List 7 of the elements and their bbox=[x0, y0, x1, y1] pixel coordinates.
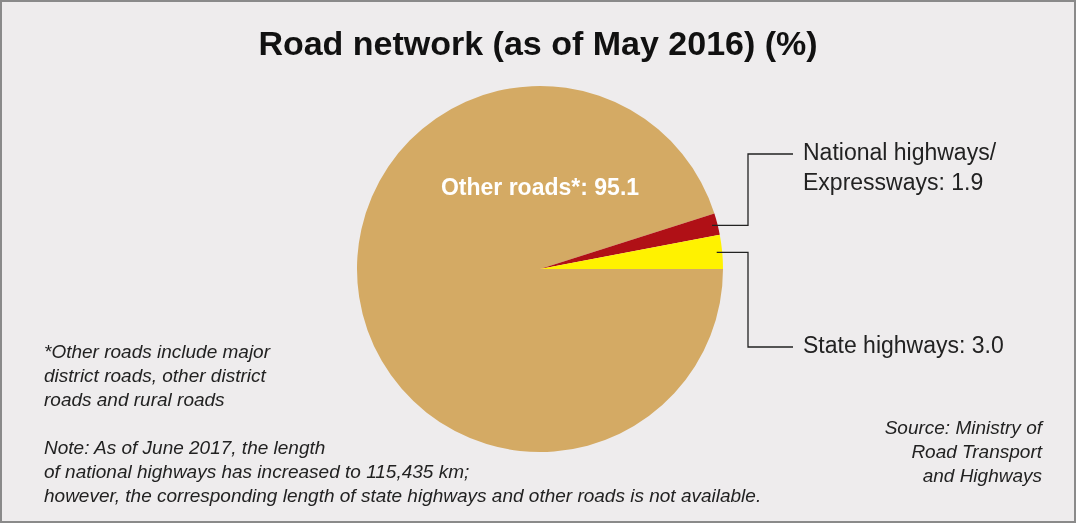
slice-label: National highways/ Expressways: 1.9 bbox=[803, 139, 997, 196]
text: *Other roads include major district roads, other district roads and rural roads bbox=[44, 340, 270, 412]
slice-label: Other roads*: 95.1 bbox=[440, 173, 640, 200]
text: Note: As of June 2017, the length of national highways has increased to 115,435 km; however, the corresponding length of state highways and other roads is not available. bbox=[44, 436, 762, 508]
source-note: Source: Ministry of Road Transport and Highways bbox=[884, 416, 1042, 488]
slice-label: State highways: 3.0 bbox=[803, 332, 1004, 359]
chart-title: Road network (as of May 2016) (%) bbox=[257, 24, 819, 63]
